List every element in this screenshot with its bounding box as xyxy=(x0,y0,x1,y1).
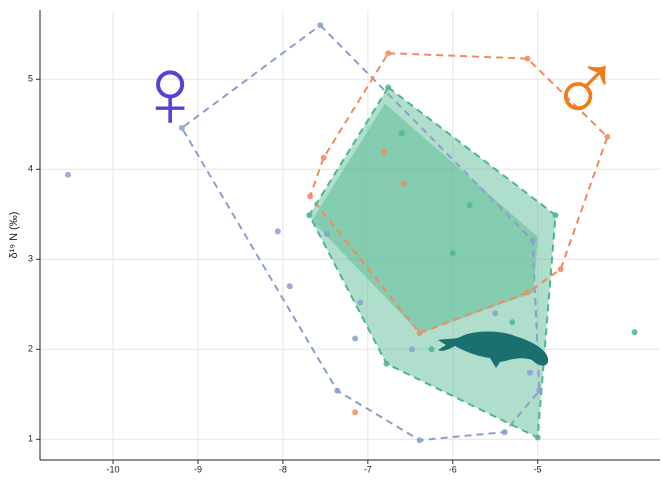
point xyxy=(557,266,564,273)
x-tick-label: -9 xyxy=(194,464,202,474)
point xyxy=(352,409,359,416)
point xyxy=(428,346,435,353)
female-symbol: ♀ xyxy=(133,36,208,148)
hull-outline xyxy=(180,23,541,442)
y-tick-label: 5 xyxy=(28,74,33,84)
point xyxy=(604,133,611,140)
point xyxy=(334,387,341,394)
point xyxy=(466,202,473,209)
point xyxy=(380,149,387,156)
point xyxy=(65,171,72,178)
point xyxy=(307,193,314,200)
x-tick-label: -5 xyxy=(534,464,542,474)
point xyxy=(524,289,531,296)
point xyxy=(383,360,390,367)
point xyxy=(352,335,359,342)
y-tick-label: 2 xyxy=(28,344,33,354)
point xyxy=(409,346,415,353)
point xyxy=(534,434,541,441)
point xyxy=(527,369,534,376)
point xyxy=(416,330,423,337)
point xyxy=(631,329,638,336)
hull-outline xyxy=(308,85,557,440)
point xyxy=(385,50,392,57)
point xyxy=(385,84,392,91)
point xyxy=(320,154,327,161)
manatee-icon xyxy=(438,331,549,368)
y-tick-label: 1 xyxy=(28,434,33,444)
y-tick-label: 3 xyxy=(28,254,33,264)
point xyxy=(492,310,499,317)
point xyxy=(286,283,293,290)
x-tick-label: -6 xyxy=(449,464,457,474)
point xyxy=(552,212,559,219)
point xyxy=(357,299,364,306)
male-symbol: ♂ xyxy=(548,28,623,140)
point xyxy=(400,180,407,187)
point xyxy=(416,437,423,444)
point xyxy=(178,124,185,131)
point xyxy=(324,231,331,238)
x-tick-label: -10 xyxy=(107,464,120,474)
point xyxy=(524,55,531,62)
point xyxy=(449,250,456,256)
point xyxy=(529,237,536,244)
point xyxy=(317,22,324,29)
point xyxy=(274,228,281,235)
inner-hull-fill xyxy=(311,103,538,334)
point xyxy=(536,387,543,394)
y-axis-label: δ¹⁹ N (‰) xyxy=(8,212,20,259)
x-tick-label: -8 xyxy=(279,464,287,474)
point xyxy=(501,429,508,436)
y-tick-label: 4 xyxy=(28,164,33,174)
point xyxy=(509,319,516,326)
point xyxy=(306,212,313,219)
x-tick-label: -7 xyxy=(364,464,372,474)
point xyxy=(398,130,405,137)
